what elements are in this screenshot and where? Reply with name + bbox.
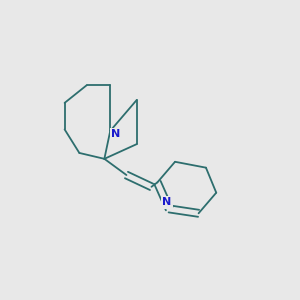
Text: N: N [111,129,120,139]
Text: N: N [162,197,171,207]
